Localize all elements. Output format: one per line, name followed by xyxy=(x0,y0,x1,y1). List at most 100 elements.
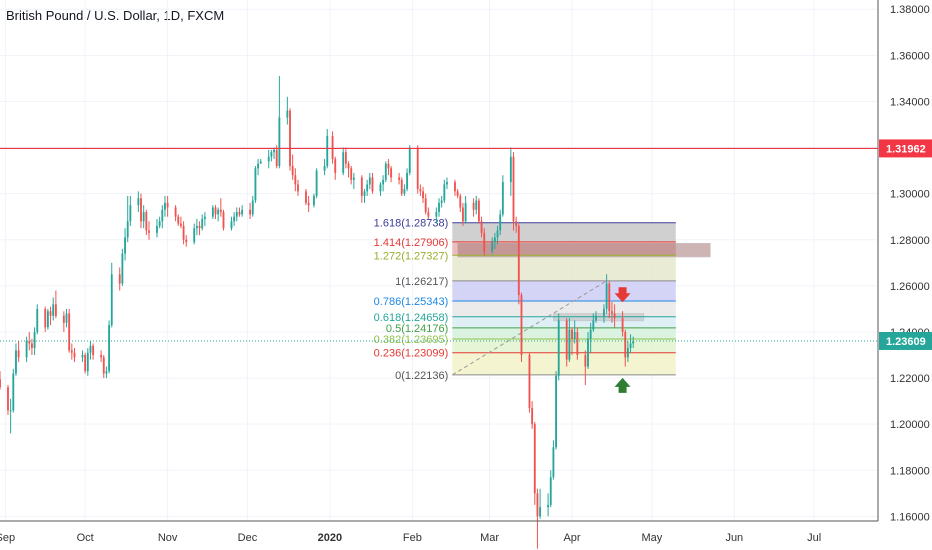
x-tick-label: Feb xyxy=(403,532,422,544)
candle-body xyxy=(203,216,206,220)
candle-body xyxy=(568,329,571,360)
candle-body xyxy=(400,179,403,194)
candle-body xyxy=(49,311,52,316)
fib-level-label: 0(1.22136) xyxy=(395,370,448,382)
x-tick-label: 2020 xyxy=(318,532,342,544)
candle-body xyxy=(462,207,464,222)
candle-body xyxy=(198,225,201,229)
candle-body xyxy=(233,216,236,222)
candle-body xyxy=(9,410,12,412)
candle-body xyxy=(326,136,329,166)
candle-body xyxy=(435,212,438,217)
x-tick-label: Nov xyxy=(158,532,178,544)
candle-body xyxy=(145,212,148,231)
candle-body xyxy=(379,184,382,192)
candle-body xyxy=(217,209,220,215)
fib-band xyxy=(452,327,676,339)
y-tick-label: 1.22000 xyxy=(890,373,930,385)
candle-body xyxy=(54,304,57,316)
candle-body xyxy=(517,225,520,296)
candle-body xyxy=(65,313,68,323)
y-tick-label: 1.18000 xyxy=(890,465,930,477)
y-tick-label: 1.28000 xyxy=(890,235,930,247)
candle-body xyxy=(475,200,478,210)
candle-body xyxy=(491,242,494,252)
candle-body xyxy=(621,318,624,332)
candle-body xyxy=(89,345,92,353)
candle-body xyxy=(571,329,573,339)
candle-body xyxy=(158,221,161,226)
candle-body xyxy=(350,168,353,180)
candle-body xyxy=(291,165,294,176)
y-tick-label: 1.38000 xyxy=(890,4,930,16)
x-tick-label: Apr xyxy=(563,532,580,544)
candle-body xyxy=(286,110,289,118)
candle-body xyxy=(137,198,140,206)
resistance-price-tag-label: 1.31962 xyxy=(886,143,926,155)
y-tick-label: 1.20000 xyxy=(890,419,930,431)
candle-body xyxy=(195,225,198,229)
candle-body xyxy=(249,209,252,215)
x-tick-label: Jun xyxy=(725,532,743,544)
candle-body xyxy=(331,136,334,160)
candle-body xyxy=(177,216,180,224)
candle-body xyxy=(174,207,177,217)
candle-body xyxy=(105,371,108,374)
resistance-price-tag xyxy=(879,139,932,158)
candle-body xyxy=(211,207,214,217)
candle-body xyxy=(446,182,448,185)
candle-body xyxy=(185,239,188,243)
candle-body xyxy=(603,308,605,316)
fib-band xyxy=(452,301,676,317)
candle-body xyxy=(515,221,518,226)
candle-body xyxy=(384,163,387,180)
candle-body xyxy=(629,343,632,349)
candle-body xyxy=(595,315,597,321)
fib-band xyxy=(452,316,676,328)
fib-level-label: 1.272(1.27327) xyxy=(374,250,449,262)
fib-level-label: 1.414(1.27906) xyxy=(374,237,449,249)
fib-band xyxy=(452,338,676,353)
candle-body xyxy=(166,202,169,208)
candle-body xyxy=(419,189,422,192)
candle-body xyxy=(201,219,204,229)
candle-body xyxy=(214,207,217,215)
candle-body xyxy=(289,110,291,166)
fib-level-label: 0.382(1.23695) xyxy=(374,334,449,346)
candle-body xyxy=(235,212,238,217)
candle-body xyxy=(110,274,113,326)
candle-body xyxy=(124,237,126,254)
candle-body xyxy=(589,329,592,339)
candle-body xyxy=(456,191,459,196)
candle-body xyxy=(611,311,613,314)
candle-body xyxy=(382,179,385,185)
x-tick-label: May xyxy=(641,532,662,544)
candle-body xyxy=(92,345,95,356)
x-tick-label: Jul xyxy=(807,532,821,544)
candles xyxy=(0,76,635,549)
candle-body xyxy=(347,163,350,169)
candle-body xyxy=(576,331,579,356)
candle-body xyxy=(422,191,424,199)
candle-body xyxy=(608,283,611,312)
fib-level-label: 0.5(1.24176) xyxy=(386,323,448,335)
candle-body xyxy=(408,147,411,173)
candle-body xyxy=(344,152,347,164)
candle-body xyxy=(424,198,427,213)
x-tick-label: Dec xyxy=(238,532,258,544)
candle-body xyxy=(360,177,363,196)
candle-body xyxy=(121,253,124,284)
fib-band xyxy=(452,280,676,302)
candle-body xyxy=(403,189,406,194)
candle-body xyxy=(539,507,542,517)
candle-body xyxy=(81,355,84,358)
candle-body xyxy=(363,191,366,196)
candle-body xyxy=(472,202,475,210)
candle-body xyxy=(12,373,15,411)
candle-body xyxy=(148,230,150,233)
fib-level-label: 1.618(1.28738) xyxy=(374,218,449,230)
candle-body xyxy=(68,313,71,351)
candle-body xyxy=(454,182,456,192)
candle-body xyxy=(533,424,536,494)
